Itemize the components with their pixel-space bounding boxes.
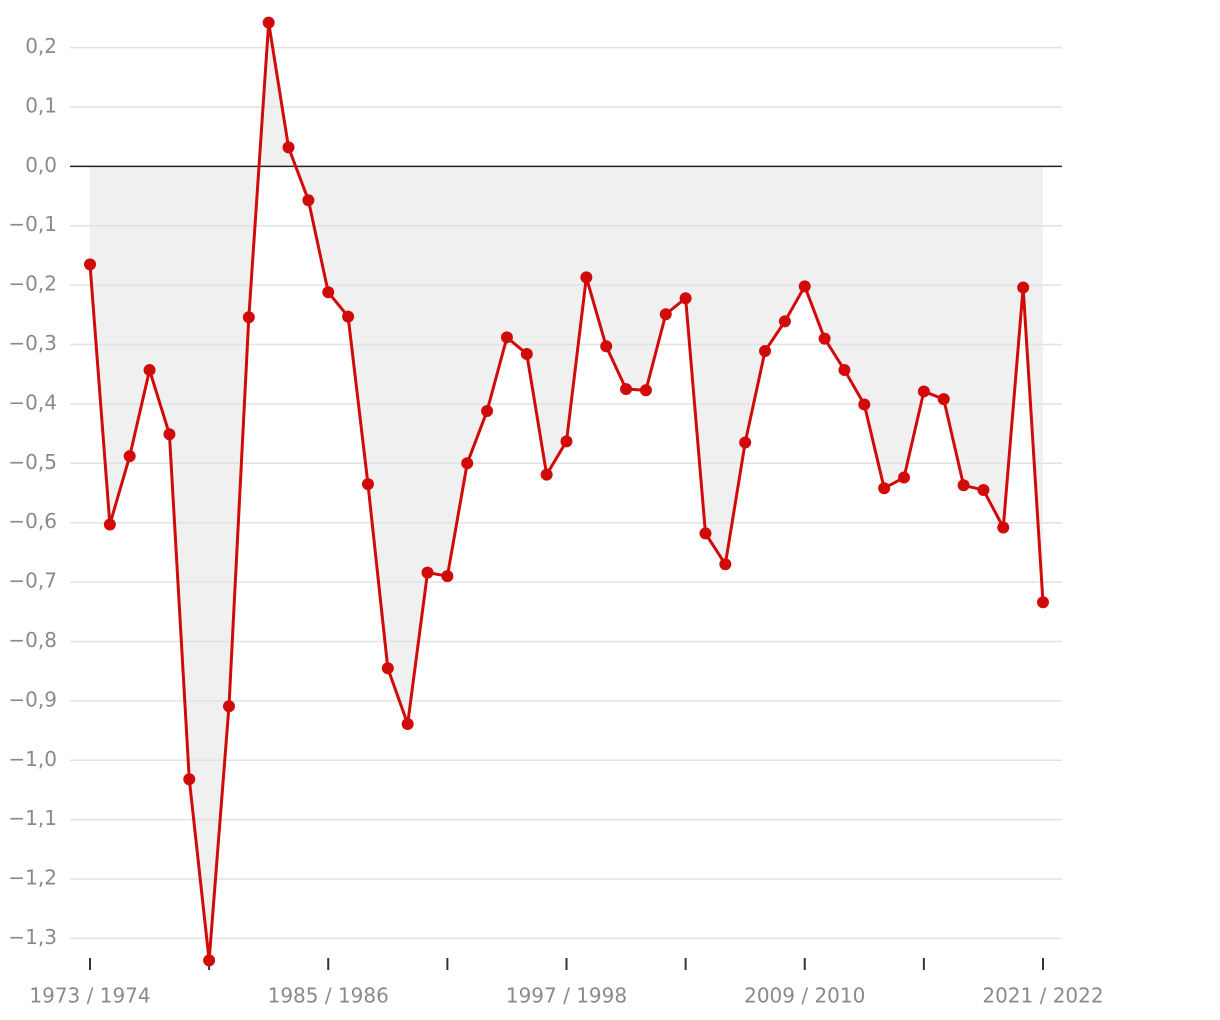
- point: [381, 662, 394, 675]
- point: [322, 286, 335, 299]
- point: [282, 141, 295, 154]
- point: [699, 527, 712, 540]
- area: [90, 22, 1043, 961]
- point: [917, 385, 930, 398]
- point: [818, 332, 831, 345]
- point: [342, 310, 355, 323]
- point: [997, 521, 1010, 534]
- point: [739, 436, 752, 449]
- point: [203, 954, 216, 967]
- point: [500, 331, 513, 344]
- x-tick-label: 2021 / 2022: [982, 984, 1103, 1008]
- point: [361, 478, 374, 491]
- point: [898, 471, 911, 484]
- point: [659, 308, 672, 321]
- point: [679, 292, 692, 305]
- point: [242, 311, 255, 324]
- point: [163, 428, 176, 441]
- y-tick-label: −1,2: [8, 866, 57, 890]
- point: [580, 271, 593, 284]
- y-tick-label: −1,0: [8, 747, 57, 771]
- x-tick-label: 2009 / 2010: [744, 984, 865, 1008]
- y-tick-label: −0,8: [8, 628, 57, 652]
- point: [222, 700, 235, 713]
- point: [1017, 281, 1030, 294]
- point: [560, 435, 573, 448]
- point: [858, 398, 871, 411]
- point: [461, 457, 474, 470]
- point: [759, 345, 772, 358]
- point: [878, 482, 891, 495]
- point: [778, 315, 791, 328]
- y-tick-label: −0,5: [8, 450, 57, 474]
- x-tick-label: 1985 / 1986: [268, 984, 389, 1008]
- point: [143, 364, 156, 377]
- point: [401, 718, 414, 731]
- point: [103, 518, 116, 531]
- y-tick-label: 0,2: [25, 34, 57, 58]
- point: [838, 364, 851, 377]
- point: [957, 479, 970, 492]
- point: [183, 773, 196, 786]
- x-tick-label: 1973 / 1974: [29, 984, 150, 1008]
- y-tick-label: −0,1: [8, 212, 57, 236]
- y-tick-label: −0,6: [8, 509, 57, 533]
- y-tick-label: −1,1: [8, 806, 57, 830]
- point: [302, 194, 315, 207]
- point: [798, 280, 811, 293]
- point: [481, 405, 494, 418]
- point: [520, 348, 533, 361]
- point: [540, 468, 553, 481]
- point: [262, 16, 275, 29]
- point: [421, 566, 434, 579]
- point: [639, 384, 652, 397]
- point: [620, 383, 633, 396]
- point: [441, 570, 454, 583]
- y-tick-label: −0,9: [8, 687, 57, 711]
- point: [1036, 596, 1049, 609]
- point: [84, 258, 96, 271]
- y-tick-label: 0,1: [25, 93, 57, 117]
- x-tick-label: 1997 / 1998: [506, 984, 627, 1008]
- y-tick-label: 0,0: [25, 153, 57, 177]
- point: [719, 558, 732, 571]
- y-tick-label: −0,2: [8, 272, 57, 296]
- point: [977, 484, 990, 497]
- point: [123, 450, 136, 463]
- y-tick-label: −0,4: [8, 390, 57, 414]
- y-tick-label: −0,3: [8, 331, 57, 355]
- y-tick-label: −1,3: [8, 925, 57, 949]
- point: [600, 340, 613, 353]
- point: [937, 393, 950, 406]
- y-tick-label: −0,7: [8, 569, 57, 593]
